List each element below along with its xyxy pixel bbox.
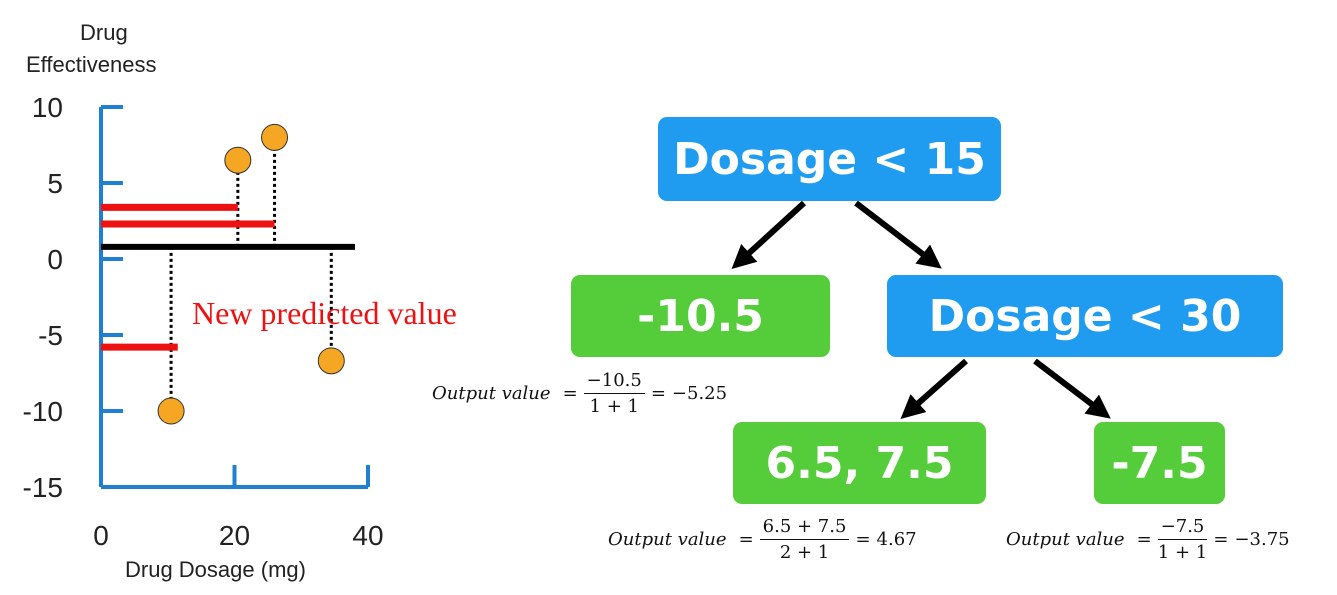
leaf-inner-right: -7.5: [1094, 422, 1225, 504]
y-tick-label: 10: [32, 92, 63, 123]
edge-inner-left: [900, 358, 968, 419]
formula-inner-right-leaf: Output value = −7.5 1 + 1 = −3.75: [1006, 516, 1290, 563]
denominator: 1 + 1: [1157, 542, 1208, 563]
equals-sign: =: [1136, 529, 1152, 550]
y-tick-label: 0: [47, 244, 63, 275]
formula-lhs: Output value: [1006, 529, 1125, 550]
scatter-chart: Drug Effectiveness Drug Dosage (mg) 10 5 0…: [23, 20, 457, 582]
edge-inner-right: [1033, 358, 1111, 419]
edge-root-right: [854, 200, 942, 269]
numerator: −7.5: [1157, 516, 1208, 540]
annotation-new-predicted-value: New predicted value: [192, 295, 457, 331]
y-tick-label: -5: [38, 320, 63, 351]
fraction: −10.5 1 + 1: [583, 370, 645, 417]
x-axis-label: Drug Dosage (mg): [125, 557, 306, 582]
equals-sign: =: [855, 529, 871, 550]
edge-root-left: [731, 200, 807, 270]
x-tick-label: 20: [219, 520, 250, 551]
y-tick-label: -15: [23, 472, 63, 503]
data-point: [317, 347, 345, 375]
root-node: Dosage < 15: [658, 117, 1001, 201]
leaf-left: -10.5: [571, 275, 830, 357]
denominator: 2 + 1: [779, 542, 830, 563]
data-point: [157, 397, 185, 425]
x-tick-label: 0: [93, 520, 109, 551]
formula-result: 4.67: [876, 529, 917, 550]
data-point: [224, 146, 252, 174]
inner-node: Dosage < 30: [887, 275, 1283, 357]
numerator: 6.5 + 7.5: [759, 516, 850, 540]
y-axis-title-line1: Drug: [80, 20, 128, 45]
formula-inner-left-leaf: Output value = 6.5 + 7.5 2 + 1 = 4.67: [608, 516, 917, 563]
fraction: 6.5 + 7.5 2 + 1: [759, 516, 850, 563]
y-tick-label: -10: [23, 396, 63, 427]
equals-sign: =: [650, 383, 666, 404]
x-tick-label: 40: [352, 520, 383, 551]
formula-result: −3.75: [1234, 529, 1290, 550]
data-point: [261, 123, 289, 151]
equals-sign: =: [562, 383, 578, 404]
formula-lhs: Output value: [432, 383, 551, 404]
equals-sign: =: [1213, 529, 1229, 550]
leaf-inner-left: 6.5, 7.5: [733, 422, 986, 504]
formula-result: −5.25: [671, 383, 728, 404]
equals-sign: =: [738, 529, 754, 550]
fraction: −7.5 1 + 1: [1157, 516, 1208, 563]
formula-left-leaf: Output value = −10.5 1 + 1 = −5.25: [432, 370, 727, 417]
numerator: −10.5: [583, 370, 645, 394]
y-tick-label: 5: [47, 168, 63, 199]
y-axis-title-line2: Effectiveness: [26, 52, 156, 77]
formula-lhs: Output value: [608, 529, 727, 550]
denominator: 1 + 1: [589, 396, 639, 417]
